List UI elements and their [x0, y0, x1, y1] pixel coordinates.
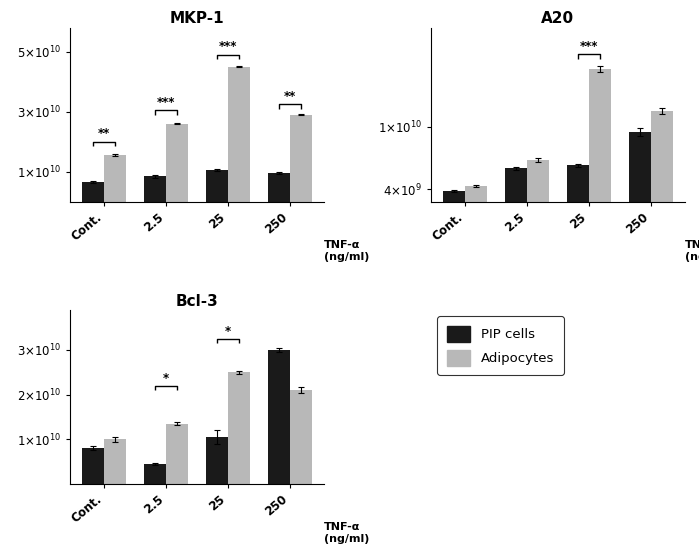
Bar	[629, 132, 651, 231]
Bar	[567, 165, 589, 231]
Text: ***: ***	[579, 40, 598, 53]
Title: A20: A20	[541, 12, 575, 26]
Bar	[104, 155, 126, 202]
Bar	[144, 176, 166, 202]
Text: TNF-α
(ng/ml): TNF-α (ng/ml)	[685, 240, 699, 262]
Bar	[104, 439, 126, 484]
Bar	[206, 437, 228, 484]
Bar	[166, 124, 188, 202]
Text: TNF-α
(ng/ml): TNF-α (ng/ml)	[324, 522, 370, 544]
Title: MKP-1: MKP-1	[170, 12, 224, 26]
Text: TNF-α
(ng/ml): TNF-α (ng/ml)	[324, 240, 370, 262]
Bar	[505, 168, 527, 231]
Bar	[290, 390, 312, 484]
Bar	[228, 67, 250, 202]
Text: ***: ***	[157, 96, 175, 109]
Bar	[144, 464, 166, 484]
Bar	[465, 186, 487, 231]
Bar	[166, 424, 188, 484]
Bar	[206, 170, 228, 202]
Bar	[589, 69, 611, 231]
Text: ***: ***	[219, 40, 237, 53]
Bar	[82, 182, 104, 202]
Bar	[268, 350, 290, 484]
Bar	[268, 173, 290, 202]
Text: **: **	[284, 90, 296, 103]
Text: **: **	[98, 128, 110, 140]
Text: *: *	[225, 324, 231, 338]
Bar	[290, 114, 312, 202]
Title: Bcl-3: Bcl-3	[175, 294, 218, 309]
Bar	[527, 160, 549, 231]
Bar	[651, 111, 672, 231]
Bar	[228, 372, 250, 484]
Bar	[82, 448, 104, 484]
Bar	[443, 191, 465, 231]
Text: *: *	[163, 371, 169, 384]
Legend: PIP cells, Adipocytes: PIP cells, Adipocytes	[438, 316, 563, 375]
